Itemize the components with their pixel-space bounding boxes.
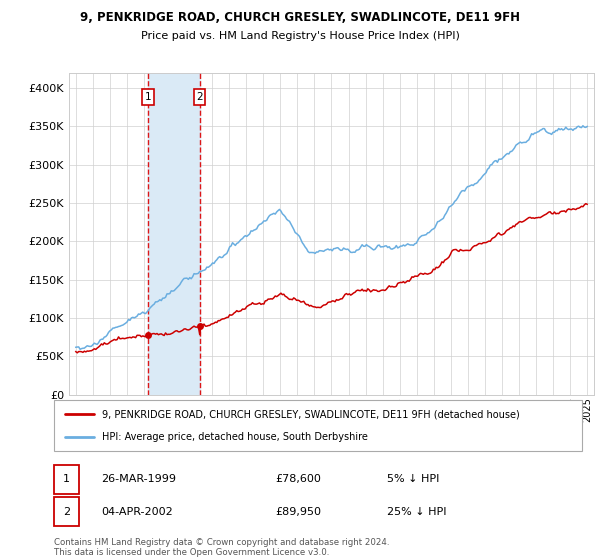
Text: 1: 1 (145, 92, 151, 102)
Text: 2: 2 (196, 92, 203, 102)
Text: 25% ↓ HPI: 25% ↓ HPI (386, 507, 446, 517)
Bar (148, 73, 200, 395)
Bar (54, 497, 79, 526)
Text: HPI: Average price, detached house, South Derbyshire: HPI: Average price, detached house, Sout… (101, 432, 367, 442)
Text: 26-MAR-1999: 26-MAR-1999 (101, 474, 176, 484)
Text: 5% ↓ HPI: 5% ↓ HPI (386, 474, 439, 484)
Bar (54, 465, 79, 494)
Text: £89,950: £89,950 (276, 507, 322, 517)
Text: 04-APR-2002: 04-APR-2002 (101, 507, 173, 517)
Text: 9, PENKRIDGE ROAD, CHURCH GRESLEY, SWADLINCOTE, DE11 9FH: 9, PENKRIDGE ROAD, CHURCH GRESLEY, SWADL… (80, 11, 520, 24)
Text: £78,600: £78,600 (276, 474, 322, 484)
Text: Contains HM Land Registry data © Crown copyright and database right 2024.
This d: Contains HM Land Registry data © Crown c… (54, 538, 389, 557)
Text: 2: 2 (63, 507, 70, 517)
Text: 1: 1 (63, 474, 70, 484)
Text: Price paid vs. HM Land Registry's House Price Index (HPI): Price paid vs. HM Land Registry's House … (140, 31, 460, 41)
Text: 9, PENKRIDGE ROAD, CHURCH GRESLEY, SWADLINCOTE, DE11 9FH (detached house): 9, PENKRIDGE ROAD, CHURCH GRESLEY, SWADL… (101, 409, 519, 419)
